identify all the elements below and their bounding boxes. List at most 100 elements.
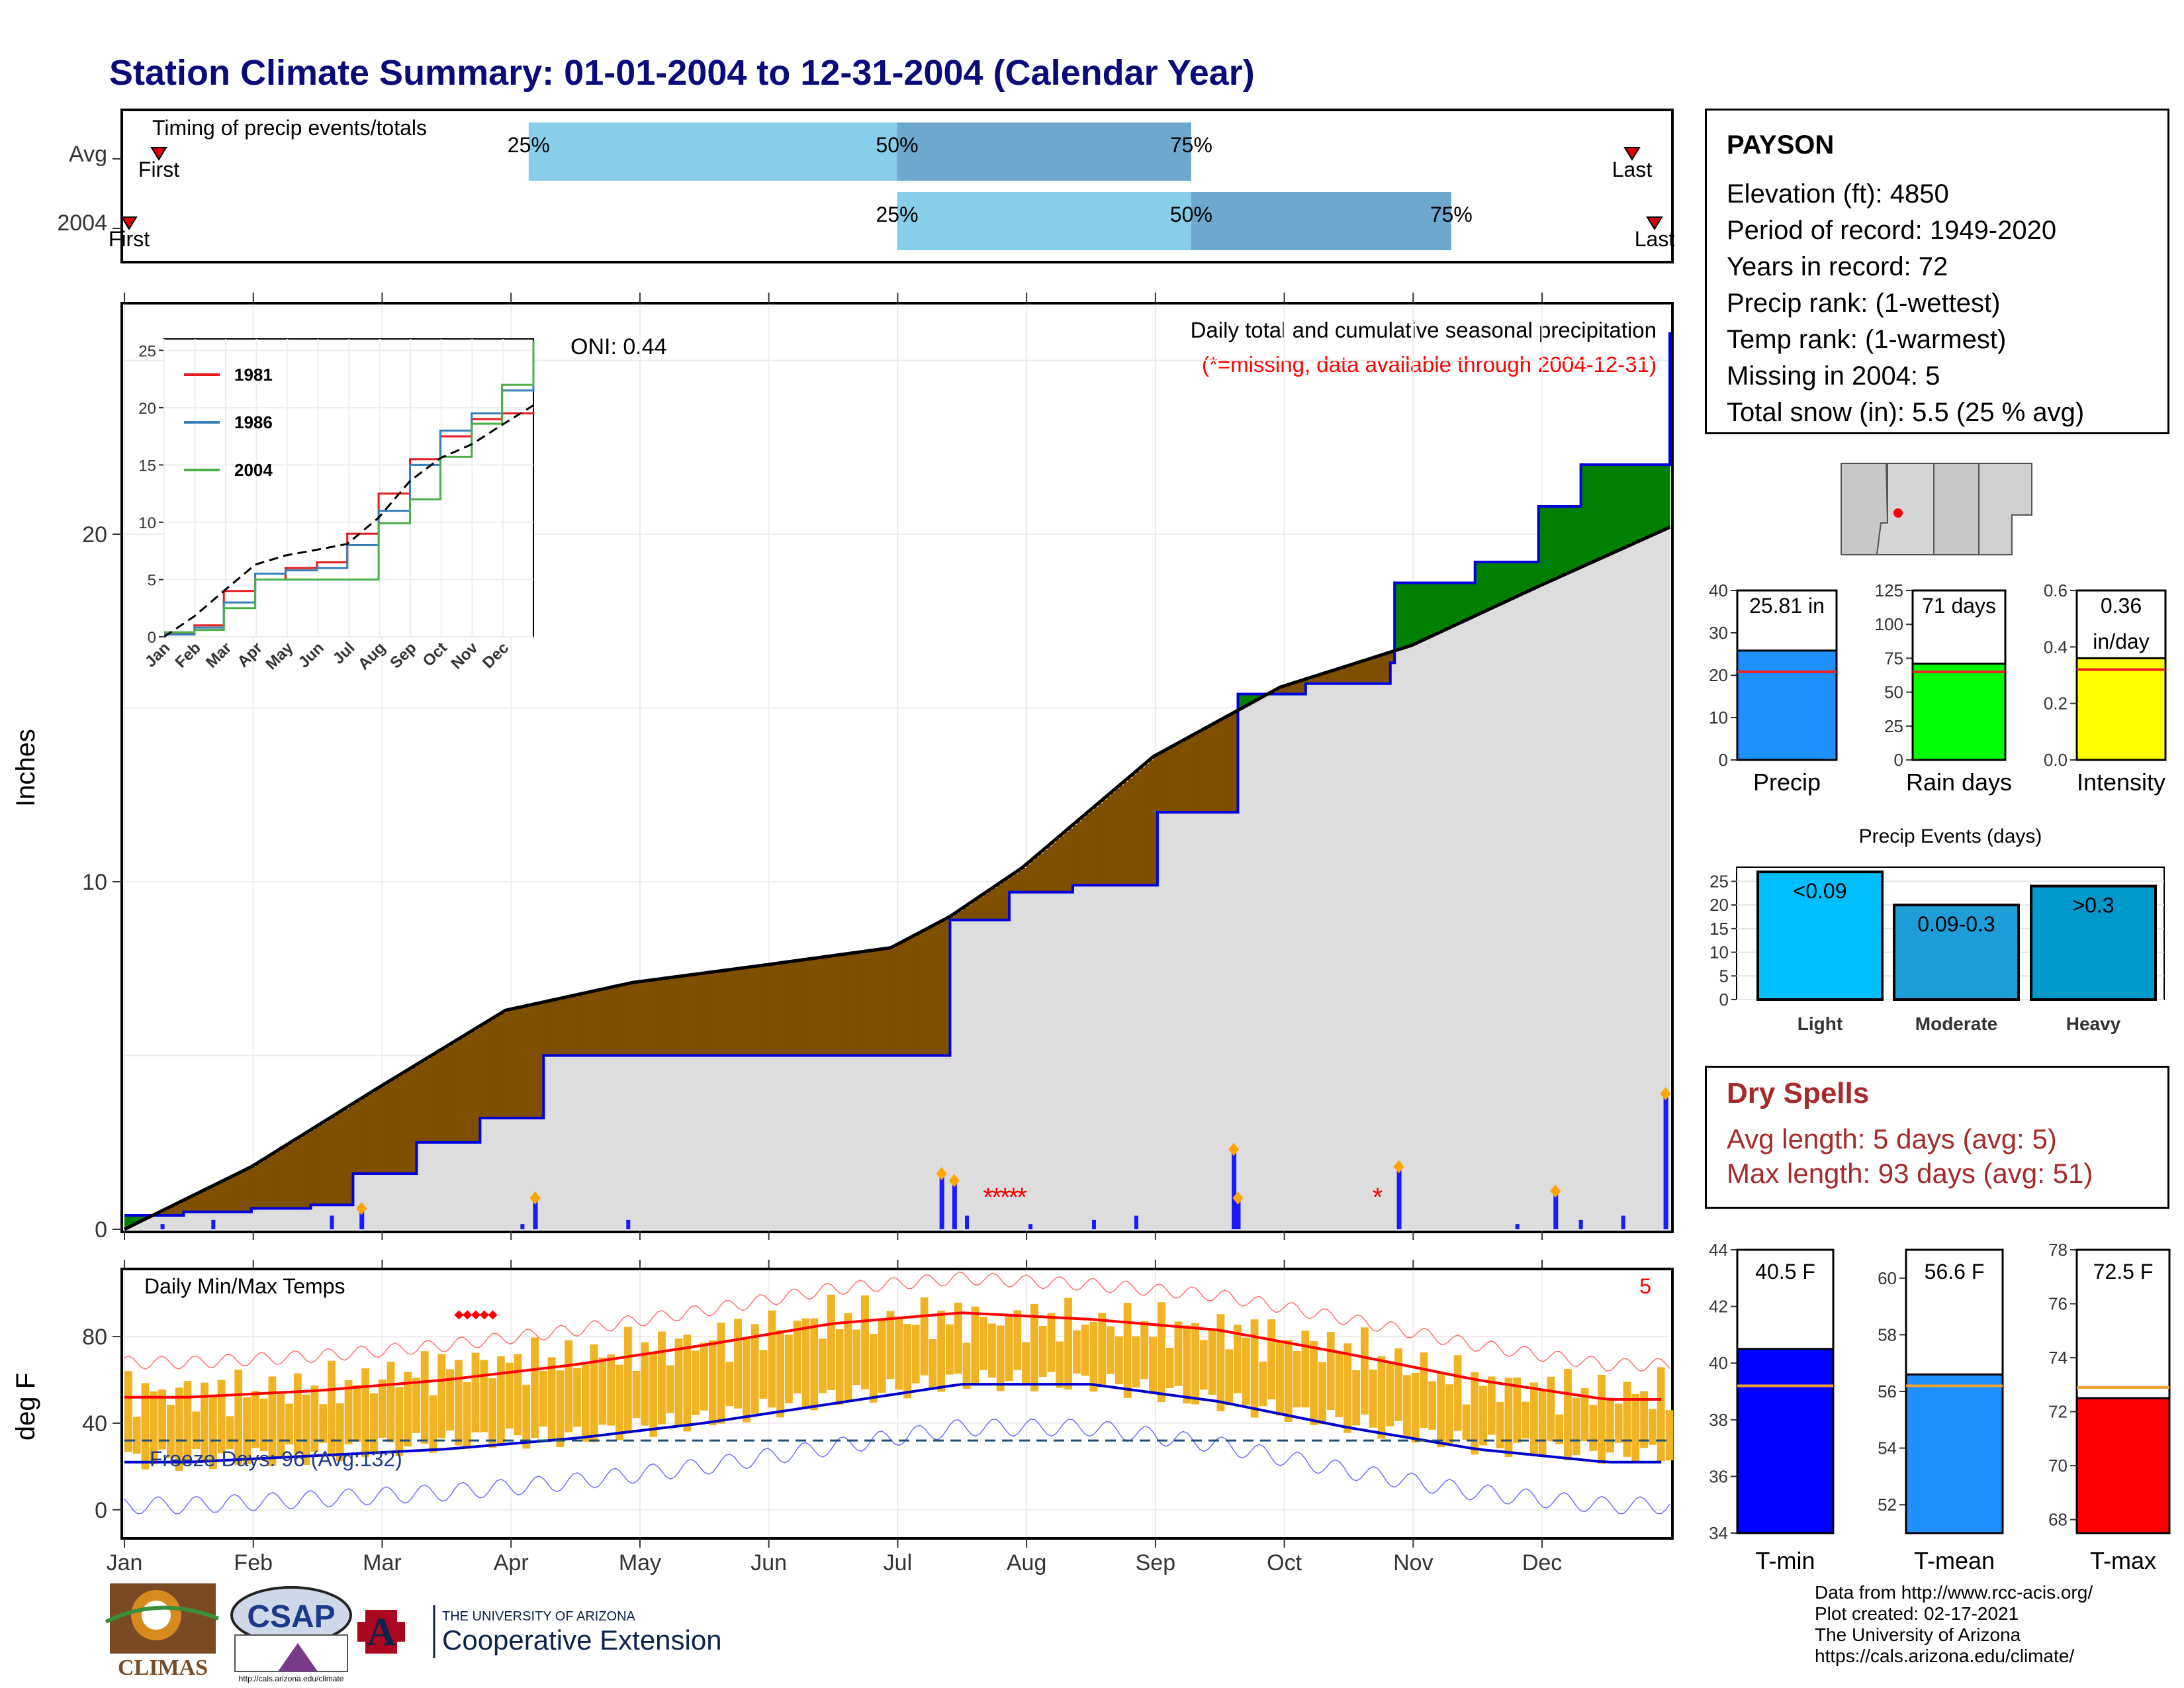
- precip-cumulative-area: [1098, 885, 1103, 1229]
- mini-bar-tick-label: 40: [1709, 581, 1728, 600]
- precip-below-average-fill: [289, 1143, 295, 1209]
- daily-temp-bar: [590, 1344, 598, 1442]
- precip-below-average-fill: [755, 966, 760, 1056]
- precip-cumulative-area: [1483, 612, 1488, 1229]
- precip-cumulative-area: [1580, 567, 1586, 1229]
- daily-temp-bar: [285, 1403, 293, 1444]
- precip-above-average-fill: [1635, 465, 1641, 543]
- precip-above-average-fill: [1538, 506, 1543, 586]
- precip-cumulative-area: [1644, 538, 1649, 1229]
- precip-cumulative-area: [484, 1118, 489, 1229]
- precip-cumulative-area: [1525, 592, 1531, 1229]
- precip-below-average-fill: [535, 1004, 540, 1118]
- daily-precip-bar: [533, 1197, 538, 1229]
- precip-cumulative-area: [1161, 812, 1167, 1229]
- mini-bar-value-label: 71 days: [1922, 594, 1996, 618]
- precip-cumulative-area: [1377, 683, 1383, 1229]
- precip-above-average-fill: [1602, 465, 1607, 558]
- precip-cumulative-area: [404, 1174, 409, 1229]
- precip-cumulative-area: [1585, 565, 1590, 1229]
- month-axis-label: May: [619, 1550, 661, 1575]
- precip-below-average-fill: [772, 964, 777, 1056]
- mini-bar-tick-label: 10: [1709, 708, 1728, 727]
- precip-below-average-fill: [1340, 668, 1345, 684]
- precip-cumulative-area: [454, 1142, 459, 1229]
- precip-cumulative-area: [1665, 529, 1670, 1229]
- precip-above-average-fill: [1462, 583, 1467, 622]
- dry-spells-box: Dry Spells Avg length: 5 days (avg: 5) M…: [1705, 1066, 2169, 1209]
- precip-below-average-fill: [983, 893, 989, 920]
- daily-temp-bar: [166, 1405, 175, 1458]
- precip-cumulative-area: [441, 1142, 447, 1229]
- daily-precip-bar: [1515, 1224, 1520, 1229]
- temp-y-tick-label: 0: [95, 1498, 107, 1523]
- precip-below-average-fill: [1161, 752, 1167, 812]
- precip-cumulative-area: [268, 1208, 273, 1229]
- daily-temp-bar: [1580, 1387, 1589, 1442]
- precip-below-average-fill: [332, 1116, 337, 1205]
- precip-below-average-fill: [281, 1148, 286, 1209]
- precip-below-average-fill: [306, 1132, 312, 1209]
- precip-below-average-fill: [971, 902, 976, 920]
- precip-cumulative-area: [632, 1055, 637, 1229]
- precip-below-average-fill: [1361, 661, 1365, 684]
- daily-temp-bar: [1411, 1372, 1420, 1443]
- daily-temp-bar: [700, 1342, 708, 1411]
- precip-below-average-fill: [378, 1088, 383, 1174]
- precip-cumulative-area: [543, 1055, 549, 1229]
- station-map: [1840, 461, 2033, 555]
- daily-temp-bar: [395, 1387, 404, 1456]
- precip-cumulative-area: [1369, 683, 1374, 1229]
- precip-below-average-fill: [1111, 792, 1116, 886]
- precip-below-average-fill: [467, 1033, 473, 1143]
- precip-below-average-fill: [577, 994, 582, 1056]
- precip-below-average-fill: [615, 986, 621, 1056]
- precip-ylabel: Inches: [11, 729, 40, 807]
- precip-below-average-fill: [1013, 873, 1019, 892]
- precip-cumulative-area: [277, 1208, 282, 1229]
- precip-below-average-fill: [1043, 849, 1048, 892]
- precip-below-average-fill: [175, 1204, 180, 1215]
- inset-y-tick-label: 15: [138, 457, 156, 475]
- precip-below-average-fill: [264, 1158, 269, 1209]
- daily-temp-bar: [1081, 1324, 1089, 1376]
- precip-below-average-fill: [475, 1028, 480, 1143]
- station-info-box: PAYSON Elevation (ft): 4850 Period of re…: [1705, 109, 2169, 434]
- precip-cumulative-area: [1445, 630, 1450, 1229]
- precip-below-average-fill: [222, 1181, 227, 1212]
- credit-url: https://cals.arizona.edu/climate/: [1815, 1646, 2075, 1666]
- precip-cumulative-area: [920, 1055, 925, 1229]
- precip-cumulative-area: [1428, 637, 1433, 1229]
- precip-below-average-fill: [759, 965, 764, 1056]
- precip-cumulative-area: [1453, 626, 1459, 1229]
- precip-cumulative-area: [1356, 683, 1361, 1229]
- month-axis-label: Dec: [1522, 1550, 1562, 1575]
- precip-cumulative-area: [1314, 683, 1319, 1229]
- precip-cumulative-area: [1174, 812, 1179, 1229]
- precip-below-average-fill: [674, 976, 680, 1056]
- daily-temp-bar: [784, 1335, 793, 1403]
- precip-cumulative-area: [1390, 663, 1395, 1229]
- precip-cumulative-area: [154, 1215, 159, 1229]
- precip-below-average-fill: [1157, 754, 1162, 812]
- precip-cumulative-area: [1259, 698, 1264, 1229]
- precip-cumulative-area: [259, 1208, 265, 1229]
- daily-temp-bar: [446, 1369, 454, 1431]
- precip-above-average-fill: [1471, 583, 1476, 618]
- precip-below-average-fill: [721, 970, 727, 1056]
- daily-precip-bar: [520, 1224, 525, 1229]
- daily-precip-marker: [1393, 1160, 1404, 1174]
- daily-temp-bar: [1013, 1310, 1022, 1370]
- precip-below-average-fill: [208, 1188, 214, 1212]
- daily-temp-bar: [632, 1370, 641, 1419]
- precip-below-average-fill: [717, 971, 722, 1056]
- mini-bar-tick-label: 75: [1884, 648, 1903, 668]
- precip-cumulative-area: [399, 1174, 404, 1229]
- precip-below-average-fill: [713, 972, 718, 1056]
- precip-cumulative-area: [743, 1055, 747, 1229]
- precip-cumulative-area: [747, 1055, 752, 1229]
- precip-cumulative-area: [911, 1055, 917, 1229]
- daily-temp-bar: [353, 1385, 361, 1442]
- precip-below-average-fill: [471, 1031, 477, 1143]
